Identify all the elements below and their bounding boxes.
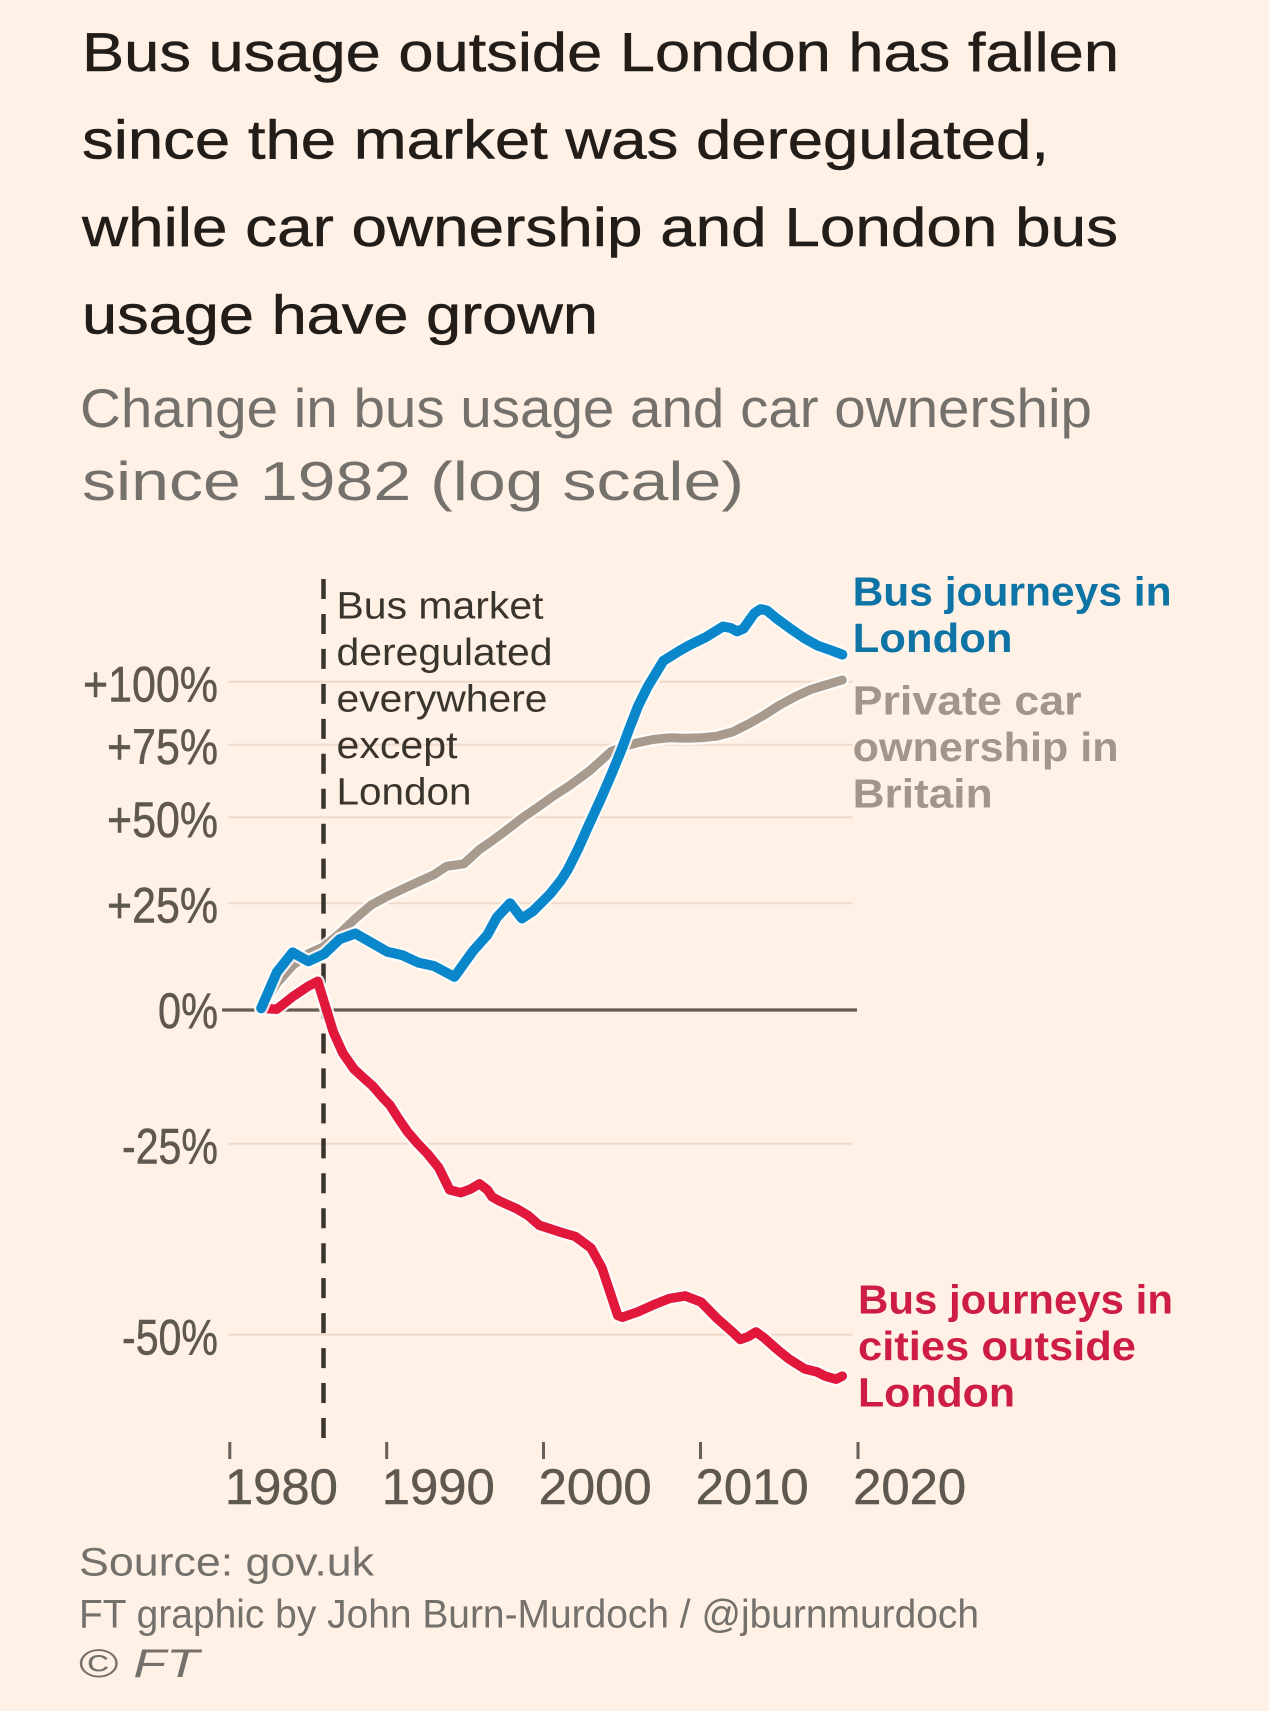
svg-text:+75%: +75% [107, 719, 218, 775]
svg-text:2000: 2000 [539, 1459, 652, 1515]
svg-text:2020: 2020 [853, 1459, 966, 1515]
svg-text:Bus market: Bus market [337, 586, 544, 628]
svg-text:Change in bus usage and car ow: Change in bus usage and car ownership [80, 377, 1092, 439]
svg-text:ownership in: ownership in [853, 724, 1119, 770]
svg-text:except: except [337, 725, 458, 767]
svg-text:2010: 2010 [696, 1459, 809, 1515]
svg-text:cities outside: cities outside [858, 1323, 1136, 1369]
svg-text:1990: 1990 [382, 1459, 495, 1515]
svg-text:0%: 0% [158, 983, 218, 1039]
svg-text:+100%: +100% [83, 656, 218, 712]
svg-text:Bus usage outside London has f: Bus usage outside London has fallen [82, 21, 1119, 83]
svg-text:since the market was deregulat: since the market was deregulated, [82, 109, 1049, 171]
svg-text:London: London [337, 772, 472, 814]
svg-text:usage have grown: usage have grown [82, 284, 598, 346]
svg-text:London: London [853, 615, 1013, 661]
svg-text:everywhere: everywhere [337, 679, 548, 721]
svg-text:Britain: Britain [853, 771, 993, 817]
svg-text:-25%: -25% [122, 1118, 218, 1174]
svg-text:deregulated: deregulated [337, 632, 553, 674]
svg-text:Bus journeys in: Bus journeys in [853, 569, 1172, 615]
svg-text:© FT: © FT [79, 1642, 202, 1686]
svg-text:-50%: -50% [122, 1309, 218, 1365]
svg-text:+50%: +50% [107, 792, 218, 848]
svg-text:London: London [858, 1370, 1015, 1416]
svg-text:since 1982 (log scale): since 1982 (log scale) [82, 450, 744, 512]
svg-text:FT graphic by John Burn-Murdoc: FT graphic by John Burn-Murdoch / @jburn… [79, 1593, 979, 1637]
svg-text:Bus journeys in: Bus journeys in [858, 1277, 1173, 1323]
svg-text:while car ownership and London: while car ownership and London bus [81, 196, 1118, 258]
svg-text:Source: gov.uk: Source: gov.uk [79, 1540, 375, 1584]
svg-text:1980: 1980 [225, 1459, 338, 1515]
svg-text:+25%: +25% [107, 878, 218, 934]
svg-text:Private car: Private car [853, 678, 1082, 724]
